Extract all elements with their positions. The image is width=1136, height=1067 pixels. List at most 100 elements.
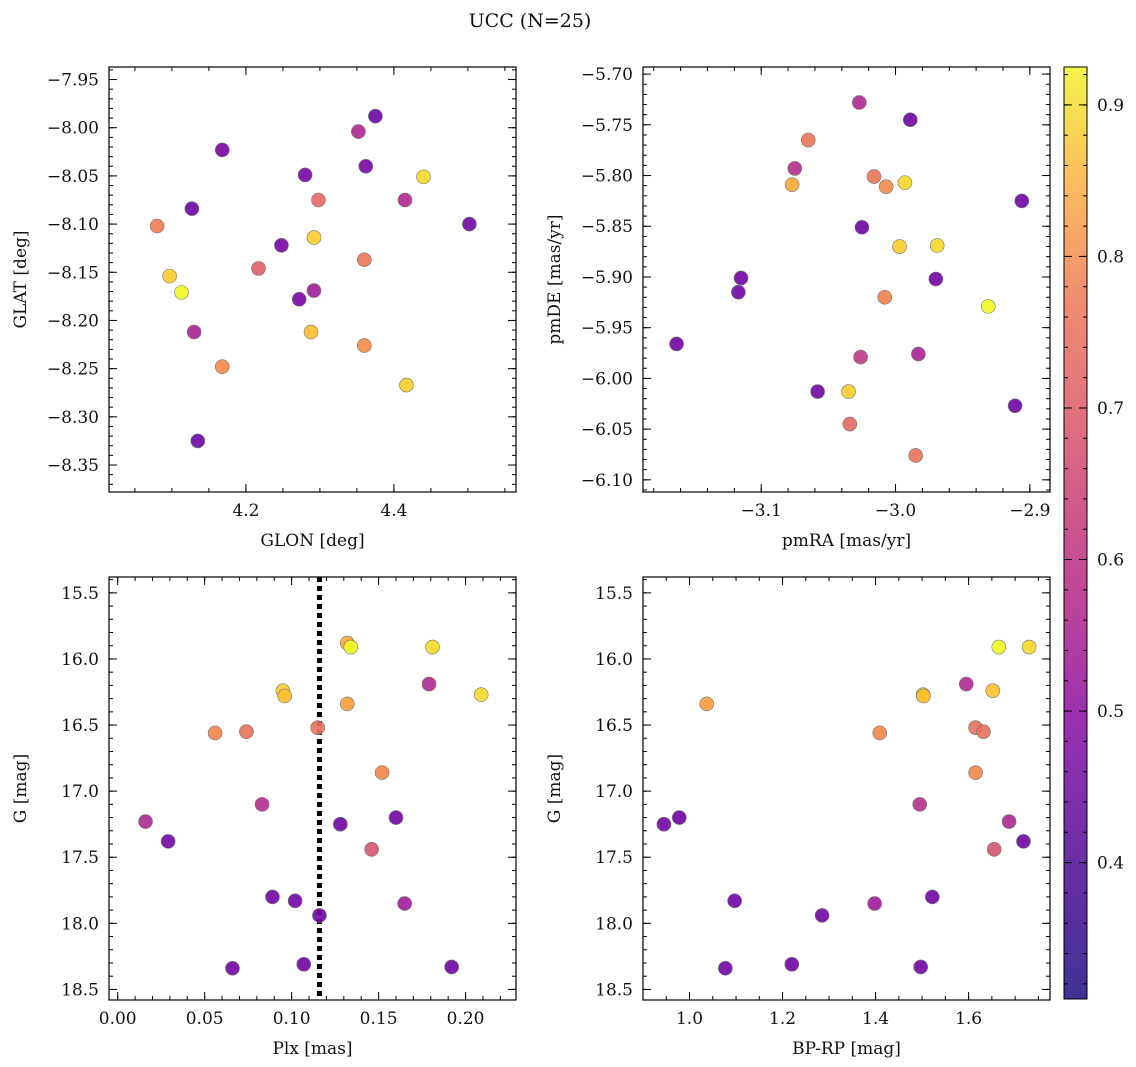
scatter-point bbox=[991, 639, 1007, 655]
scatter-point bbox=[265, 889, 280, 905]
scatter-point bbox=[149, 218, 165, 234]
scatter-point bbox=[160, 834, 176, 849]
scatter-point bbox=[784, 177, 800, 192]
scatter-point bbox=[814, 908, 830, 923]
scatter-point bbox=[374, 765, 390, 780]
y-tick-label: −8.20 bbox=[47, 311, 99, 331]
scatter-point bbox=[138, 814, 153, 829]
x-tick-label: 0.15 bbox=[360, 1009, 398, 1029]
scatter-point bbox=[444, 959, 459, 975]
scatter-point bbox=[311, 192, 326, 208]
scatter-point bbox=[968, 765, 983, 780]
x-tick-label: −3.0 bbox=[875, 501, 916, 521]
scatter-point bbox=[333, 816, 348, 832]
scatter-point bbox=[343, 639, 359, 655]
y-tick-label: 18.0 bbox=[61, 914, 99, 934]
scatter-point bbox=[913, 959, 928, 975]
colorbar-tick-label: 0.9 bbox=[1097, 96, 1124, 116]
scatter-point bbox=[473, 687, 489, 702]
y-tick-label: −5.70 bbox=[581, 65, 633, 85]
scatter-point bbox=[296, 957, 312, 972]
colorbar-tick-label: 0.4 bbox=[1097, 854, 1124, 874]
scatter-point bbox=[225, 960, 240, 976]
x-tick-label: 1.2 bbox=[769, 1009, 796, 1029]
scatter-point bbox=[291, 291, 307, 307]
scatter-point bbox=[1014, 193, 1030, 209]
scatter-point bbox=[207, 725, 223, 741]
y-tick-label: −5.80 bbox=[581, 167, 633, 187]
scatter-point bbox=[184, 201, 200, 216]
x-tick-label: −3.1 bbox=[741, 501, 782, 521]
y-tick-label: −8.10 bbox=[47, 215, 99, 235]
y-tick-label: −7.95 bbox=[47, 71, 99, 91]
scatter-point bbox=[985, 683, 1001, 698]
scatter-point bbox=[656, 816, 672, 832]
scatter-point bbox=[277, 688, 292, 704]
scatter-point bbox=[986, 842, 1002, 857]
scatter-point bbox=[727, 893, 742, 909]
scatter-point bbox=[925, 889, 940, 905]
x-axis-label: Plx [mas] bbox=[272, 1039, 352, 1059]
y-axis-label: G [mag] bbox=[545, 754, 565, 823]
scatter-point bbox=[903, 112, 918, 128]
y-tick-label: 15.5 bbox=[61, 584, 99, 604]
x-tick-label: 0.20 bbox=[447, 1009, 485, 1029]
y-tick-label: 18.5 bbox=[595, 980, 633, 1000]
y-tick-label: −5.95 bbox=[581, 319, 633, 339]
scatter-point bbox=[310, 720, 326, 735]
scatter-point bbox=[929, 238, 945, 253]
x-tick-label: 1.4 bbox=[862, 1009, 889, 1029]
y-tick-label: −8.15 bbox=[47, 263, 99, 283]
scatter-point bbox=[358, 158, 374, 174]
scatter-point bbox=[1016, 834, 1031, 849]
y-tick-label: 17.5 bbox=[595, 848, 633, 868]
scatter-point bbox=[892, 239, 907, 254]
scatter-point bbox=[174, 285, 189, 300]
scatter-point bbox=[854, 219, 870, 235]
scatter-point bbox=[399, 377, 414, 393]
panel-bprp-g: 1.0 1.2 1.4 1.6 15.5 16.0 16.5 17.0 17.5 18.0 18.5… bbox=[545, 576, 1051, 1059]
scatter-point bbox=[1021, 639, 1037, 655]
x-axis-label: pmRA [mas/yr] bbox=[782, 531, 911, 551]
y-tick-label: −5.85 bbox=[581, 217, 633, 237]
scatter-point bbox=[162, 268, 177, 284]
y-tick-label: 18.0 bbox=[595, 914, 633, 934]
y-tick-label: 15.5 bbox=[595, 584, 633, 604]
y-tick-label: 16.5 bbox=[595, 716, 633, 736]
y-tick-label: 17.0 bbox=[595, 782, 633, 802]
scatter-point bbox=[388, 810, 404, 825]
y-tick-label: 17.0 bbox=[61, 782, 99, 802]
scatter-point bbox=[239, 724, 254, 739]
scatter-point bbox=[911, 346, 926, 362]
colorbar-tick-label: 0.8 bbox=[1097, 247, 1124, 267]
scatter-point bbox=[312, 908, 327, 923]
scatter-point bbox=[976, 724, 991, 739]
scatter-point bbox=[731, 284, 746, 300]
x-tick-label: −2.9 bbox=[1009, 501, 1050, 521]
scatter-point bbox=[980, 299, 996, 314]
axes-frame bbox=[642, 576, 1051, 1001]
scatter-point bbox=[842, 416, 858, 432]
y-tick-label: −6.05 bbox=[581, 420, 633, 440]
scatter-point bbox=[425, 639, 440, 655]
scatter-point bbox=[800, 132, 816, 148]
scatter-point bbox=[958, 676, 974, 692]
scatter-point bbox=[733, 270, 749, 286]
figure-title: UCC (N=25) bbox=[469, 10, 592, 32]
y-axis-label: G [mag] bbox=[11, 754, 31, 823]
scatter-point bbox=[297, 167, 313, 183]
scatter-point bbox=[866, 169, 882, 184]
scatter-point bbox=[877, 289, 893, 305]
scatter-point bbox=[306, 283, 322, 298]
scatter-point bbox=[306, 230, 322, 245]
scatter-point bbox=[416, 169, 431, 185]
scatter-point bbox=[912, 797, 928, 812]
colorbar-tick-label: 0.6 bbox=[1097, 551, 1124, 571]
scatter-point bbox=[872, 725, 888, 741]
scatter-point bbox=[356, 252, 372, 268]
x-tick-label: 0.00 bbox=[99, 1009, 137, 1029]
y-axis-label: pmDE [mas/yr] bbox=[545, 214, 565, 344]
y-tick-label: −5.90 bbox=[581, 268, 633, 288]
y-tick-label: 18.5 bbox=[61, 980, 99, 1000]
